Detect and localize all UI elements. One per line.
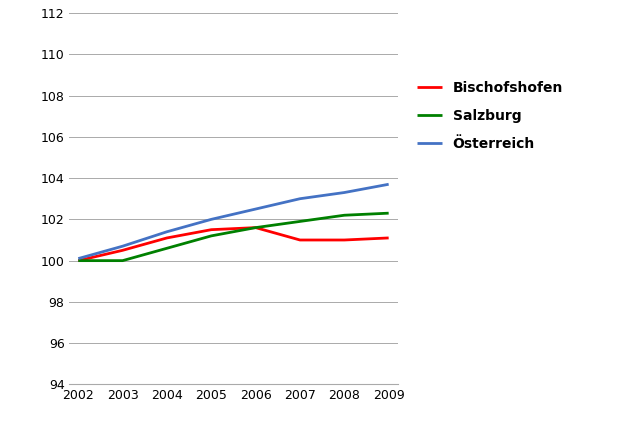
Österreich (119, 244, 126, 249)
Österreich (163, 229, 171, 234)
Österreich (385, 182, 392, 187)
Bischofshofen (385, 235, 392, 241)
Salzburg (252, 225, 259, 230)
Österreich (252, 206, 259, 212)
Bischofshofen (296, 238, 304, 243)
Salzburg (296, 219, 304, 224)
Salzburg (163, 246, 171, 251)
Bischofshofen (74, 258, 82, 263)
Salzburg (385, 210, 392, 216)
Bischofshofen (119, 248, 126, 253)
Line: Salzburg: Salzburg (78, 213, 389, 260)
Österreich (208, 217, 215, 222)
Line: Bischofshofen: Bischofshofen (78, 228, 389, 260)
Österreich (296, 196, 304, 201)
Legend: Bischofshofen, Salzburg, Österreich: Bischofshofen, Salzburg, Österreich (411, 76, 569, 156)
Österreich (74, 256, 82, 261)
Bischofshofen (208, 227, 215, 232)
Salzburg (208, 233, 215, 238)
Salzburg (341, 213, 348, 218)
Bischofshofen (252, 225, 259, 230)
Salzburg (119, 258, 126, 263)
Line: Österreich: Österreich (78, 184, 389, 259)
Salzburg (74, 258, 82, 263)
Österreich (341, 190, 348, 195)
Bischofshofen (163, 235, 171, 241)
Bischofshofen (341, 238, 348, 243)
